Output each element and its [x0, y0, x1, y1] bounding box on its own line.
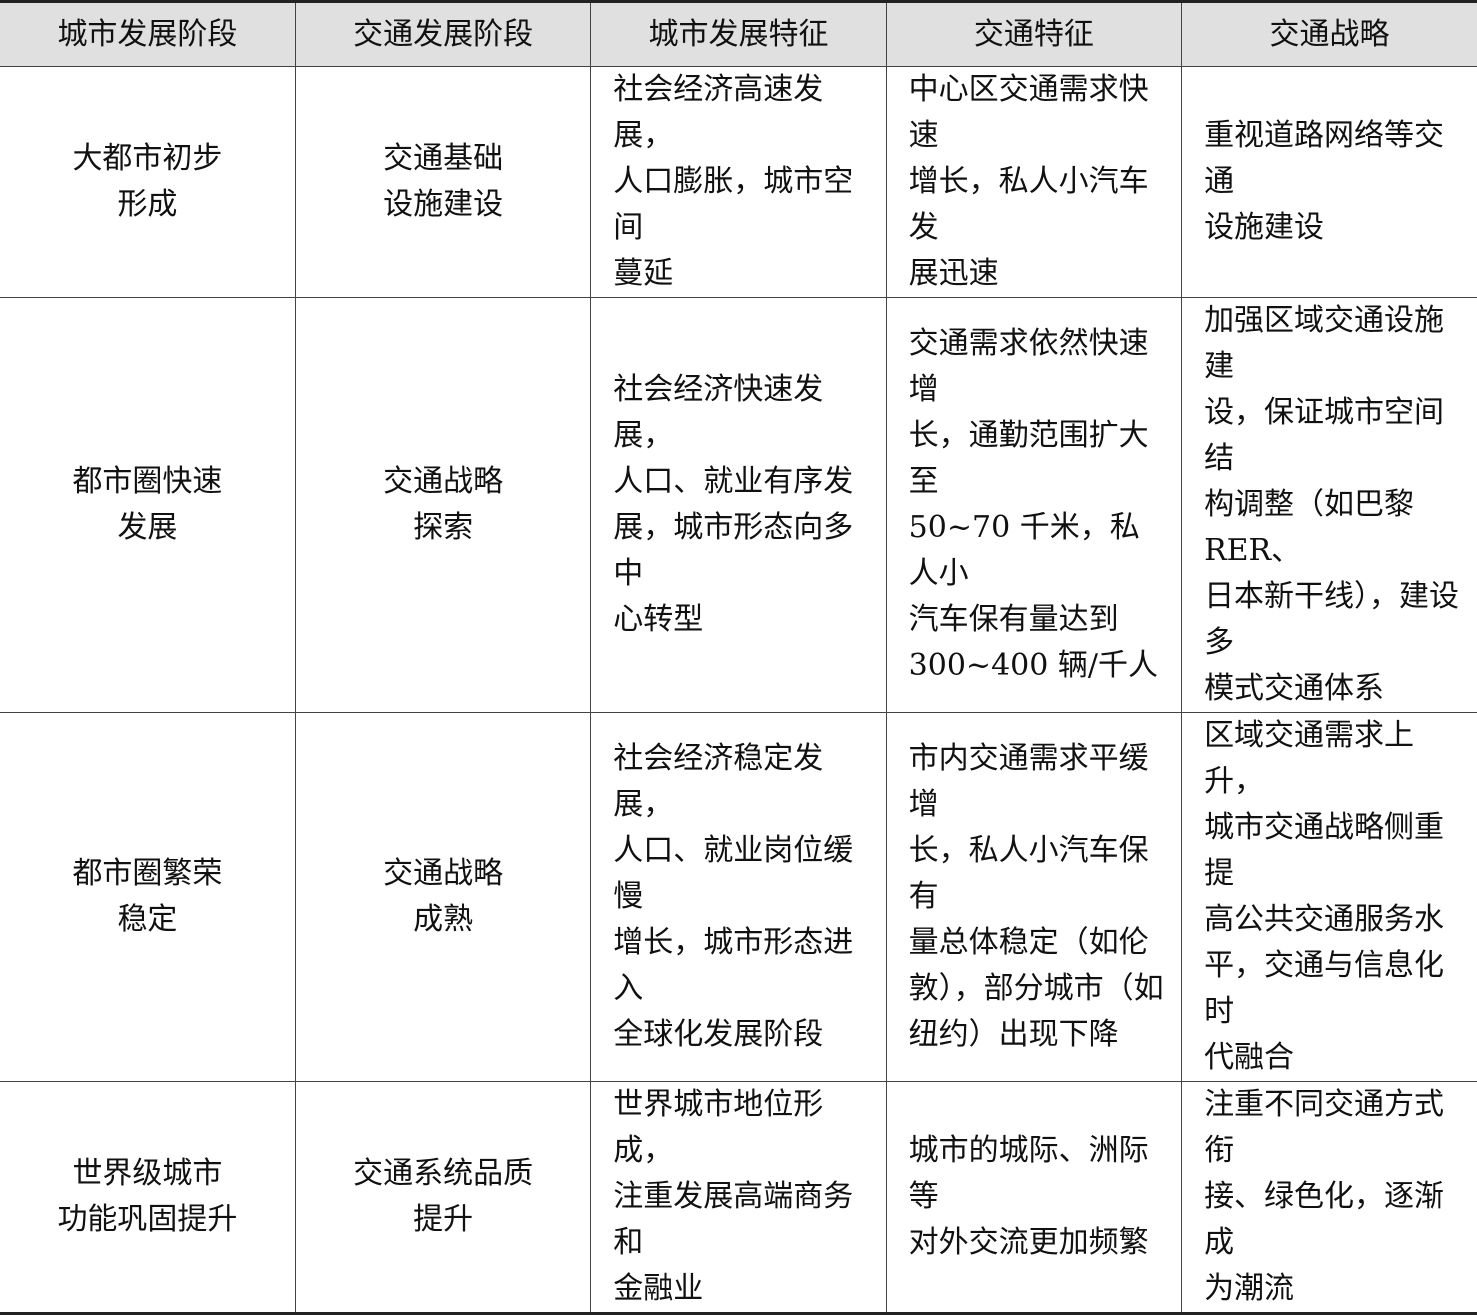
cell-transport-stage: 交通基础 设施建设	[294, 66, 592, 298]
table-row: 大都市初步 形成 交通基础 设施建设 社会经济高速发展， 人口膨胀，城市空间 蔓…	[0, 66, 1477, 298]
header-transport-stage: 交通发展阶段	[294, 1, 592, 67]
cell-city-stage: 都市圈繁荣 稳定	[0, 712, 296, 1082]
header-transport-strategy: 交通战略	[1181, 1, 1477, 67]
table-row: 世界级城市 功能巩固提升 交通系统品质 提升 世界城市地位形成， 注重发展高端商…	[0, 1081, 1477, 1314]
cell-transport-strategy: 区域交通需求上升， 城市交通战略侧重提 高公共交通服务水 平，交通与信息化时 代…	[1181, 712, 1477, 1082]
cell-city-features: 社会经济高速发展， 人口膨胀，城市空间 蔓延	[590, 66, 887, 298]
cell-transport-stage: 交通战略 探索	[294, 297, 592, 713]
cell-transport-strategy: 重视道路网络等交通 设施建设	[1181, 66, 1477, 298]
cell-city-stage: 世界级城市 功能巩固提升	[0, 1081, 296, 1314]
cell-transport-stage: 交通战略 成熟	[294, 712, 592, 1082]
cell-transport-features: 中心区交通需求快速 增长，私人小汽车发 展迅速	[885, 66, 1183, 298]
cell-city-stage: 大都市初步 形成	[0, 66, 296, 298]
header-city-features: 城市发展特征	[590, 1, 887, 67]
header-row: 城市发展阶段 交通发展阶段 城市发展特征 交通特征 交通战略	[0, 1, 1477, 67]
cell-transport-stage: 交通系统品质 提升	[294, 1081, 592, 1314]
cell-city-features: 世界城市地位形成， 注重发展高端商务和 金融业	[590, 1081, 887, 1314]
header-transport-features: 交通特征	[885, 1, 1183, 67]
cell-city-features: 社会经济稳定发展， 人口、就业岗位缓慢 增长，城市形态进入 全球化发展阶段	[590, 712, 887, 1082]
header-city-stage: 城市发展阶段	[0, 1, 296, 67]
cell-transport-strategy: 加强区域交通设施建 设，保证城市空间结 构调整（如巴黎 RER、 日本新干线），…	[1181, 297, 1477, 713]
cell-transport-features: 市内交通需求平缓增 长，私人小汽车保有 量总体稳定（如伦 敦），部分城市（如 纽…	[885, 712, 1183, 1082]
cell-transport-strategy: 注重不同交通方式衔 接、绿色化，逐渐成 为潮流	[1181, 1081, 1477, 1314]
cell-city-stage: 都市圈快速 发展	[0, 297, 296, 713]
cell-transport-features: 交通需求依然快速增 长，通勤范围扩大至 50~70 千米，私人小 汽车保有量达到…	[885, 297, 1183, 713]
cell-transport-features: 城市的城际、洲际等 对外交流更加频繁	[885, 1081, 1183, 1314]
table-row: 都市圈繁荣 稳定 交通战略 成熟 社会经济稳定发展， 人口、就业岗位缓慢 增长，…	[0, 712, 1477, 1082]
cell-city-features: 社会经济快速发展， 人口、就业有序发 展，城市形态向多中 心转型	[590, 297, 887, 713]
table-row: 都市圈快速 发展 交通战略 探索 社会经济快速发展， 人口、就业有序发 展，城市…	[0, 297, 1477, 713]
